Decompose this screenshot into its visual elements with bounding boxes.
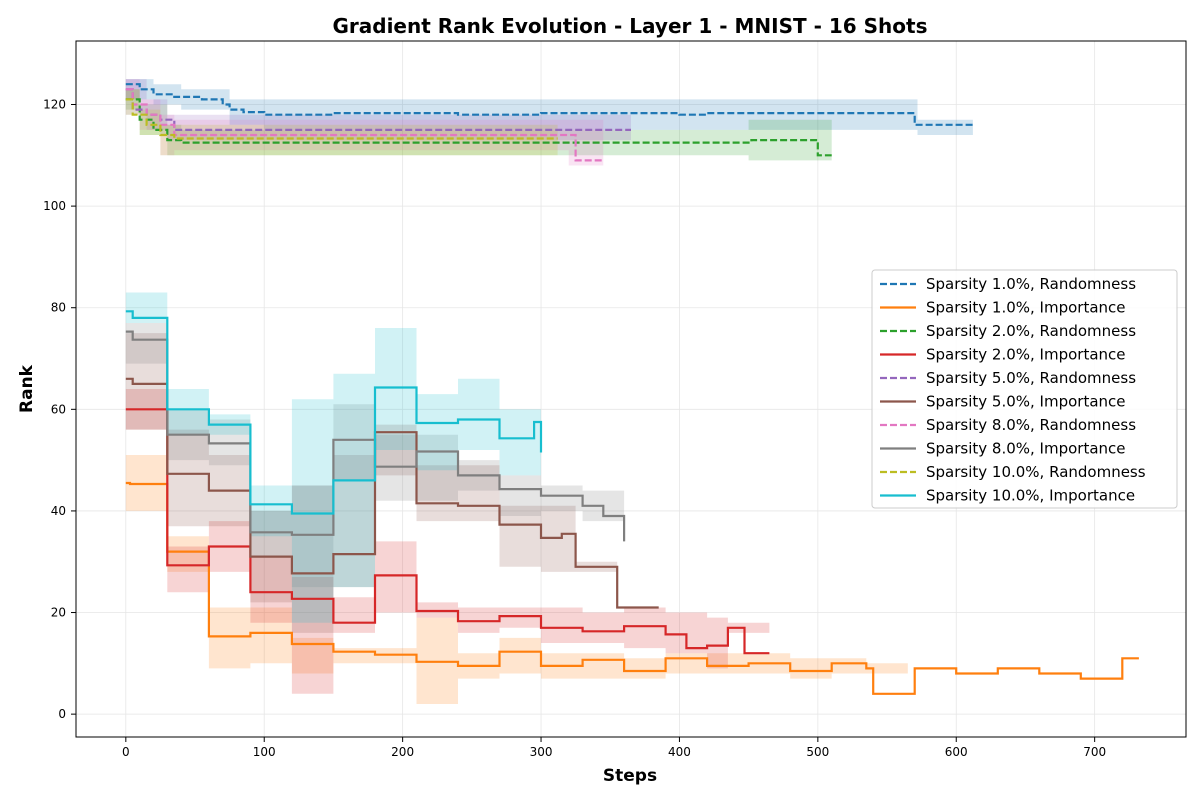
series-line-3	[125, 408, 770, 655]
series-line-8	[125, 98, 558, 140]
series-line-5	[125, 377, 659, 609]
legend-label: Sparsity 8.0%, Randomness	[926, 416, 1136, 434]
legend-label: Sparsity 2.0%, Randomness	[926, 322, 1136, 340]
legend-label: Sparsity 1.0%, Randomness	[926, 275, 1136, 293]
x-tick-label: 500	[806, 745, 829, 759]
grid-lines	[76, 41, 1186, 737]
x-tick-label: 700	[1083, 745, 1106, 759]
legend-label: Sparsity 2.0%, Importance	[926, 346, 1126, 364]
series-band-3	[125, 389, 770, 694]
series-band-5	[125, 333, 618, 633]
legend-label: Sparsity 10.0%, Randomness	[926, 463, 1146, 481]
y-axis-label: Rank	[17, 364, 37, 413]
series-line-9	[125, 310, 543, 515]
legend-label: Sparsity 8.0%, Importance	[926, 440, 1126, 458]
x-axis-ticks: 0 100 200 300 400 500 600 700	[122, 737, 1106, 759]
y-tick-label: 0	[58, 707, 66, 721]
legend-box	[871, 269, 1178, 509]
legend: Sparsity 1.0%, Randomness Sparsity 1.0%, …	[871, 269, 1178, 509]
x-tick-label: 600	[945, 745, 968, 759]
y-tick-label: 120	[43, 98, 66, 112]
series-band-0	[125, 79, 973, 135]
legend-label: Sparsity 5.0%, Randomness	[926, 369, 1136, 387]
x-tick-label: 300	[530, 745, 553, 759]
series-line-0	[125, 83, 973, 126]
chart-title: Gradient Rank Evolution - Layer 1 - MNIS…	[332, 14, 927, 38]
series-band-6	[125, 79, 604, 166]
plot-frame	[75, 40, 1187, 738]
x-tick-label: 100	[253, 745, 276, 759]
y-tick-label: 80	[51, 301, 66, 315]
y-tick-label: 60	[51, 402, 66, 416]
x-tick-label: 400	[668, 745, 691, 759]
y-axis-ticks: 0 20 40 60 80 100 120	[43, 98, 76, 721]
y-tick-label: 100	[43, 199, 66, 213]
series-band-4	[125, 79, 632, 141]
series-band-1	[125, 455, 908, 704]
x-axis-label: Steps	[603, 766, 657, 786]
legend-label: Sparsity 10.0%, Importance	[926, 487, 1135, 505]
y-tick-label: 40	[51, 504, 66, 518]
series-lines	[125, 83, 1139, 695]
legend-label: Sparsity 1.0%, Importance	[926, 299, 1126, 317]
y-tick-label: 20	[51, 606, 66, 620]
series-line-1	[125, 481, 1139, 695]
x-tick-label: 0	[122, 745, 130, 759]
x-tick-label: 200	[391, 745, 414, 759]
legend-label: Sparsity 5.0%, Importance	[926, 393, 1126, 411]
